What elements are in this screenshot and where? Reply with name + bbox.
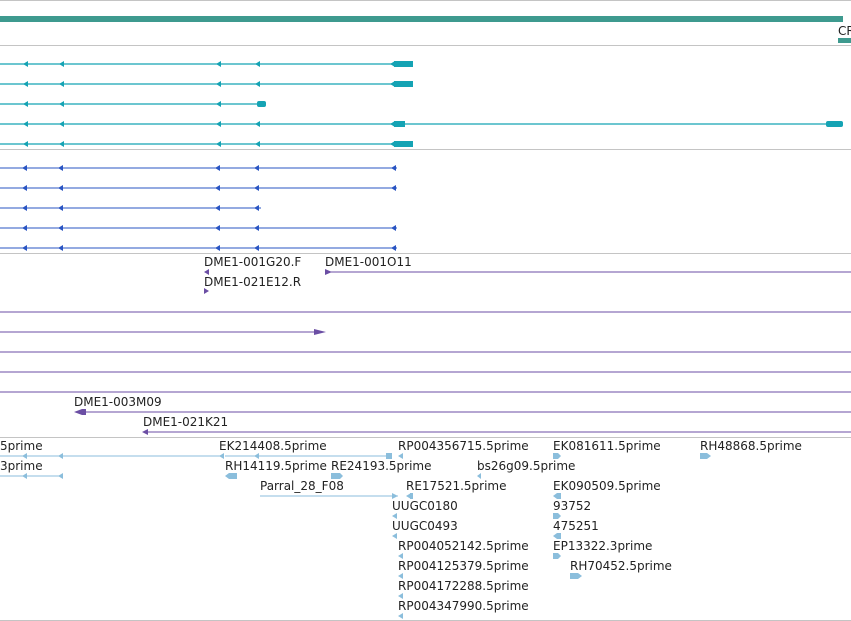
est-marker[interactable] [553,513,561,519]
transcript-feature[interactable] [0,81,413,87]
clone-label: DME1-001G20.F [204,255,301,269]
clone-track: DME1-001G20.F DME1-001O11 DME1-021E12.R … [0,255,851,435]
est-label: EK090509.5prime [553,479,661,493]
est-marker[interactable] [398,593,403,599]
est-marker[interactable] [553,453,561,459]
est-label: RP004052142.5prime [398,539,529,553]
est-feature[interactable] [0,473,63,479]
est-marker[interactable] [477,473,481,479]
clone-marker[interactable] [204,269,209,275]
transcript-feature[interactable] [0,205,261,211]
est-marker[interactable] [553,553,561,559]
est-label: UUGC0493 [392,519,458,533]
clone-feature[interactable] [74,409,851,415]
est-marker[interactable] [392,513,397,519]
clone-feature[interactable] [0,329,326,335]
est-label: RH70452.5prime [570,559,672,573]
est-marker[interactable] [392,533,397,539]
clone-feature[interactable] [325,269,851,275]
clone-label: DME1-021K21 [143,415,228,429]
est-label: RP004125379.5prime [398,559,529,573]
est-marker[interactable] [398,553,403,559]
est-label: RE17521.5prime [406,479,507,493]
est-marker[interactable] [406,493,413,499]
est-marker[interactable] [331,473,343,479]
est-feature[interactable] [225,453,392,459]
est-label: EK214408.5prime [219,439,327,453]
est-marker[interactable] [398,573,403,579]
transcript-feature[interactable] [0,101,266,107]
transcript-track-blue [0,165,397,251]
est-label: 475251 [553,519,599,533]
est-marker[interactable] [553,533,561,539]
est-label: UUGC0180 [392,499,458,513]
clone-label: DME1-003M09 [74,395,162,409]
clone-label: DME1-001O11 [325,255,412,269]
est-marker[interactable] [398,453,403,459]
est-marker[interactable] [570,573,582,579]
est-label: RH14119.5prime [225,459,327,473]
clone-marker[interactable] [204,288,209,294]
est-label: RP004172288.5prime [398,579,529,593]
est-marker[interactable] [553,493,561,499]
est-marker[interactable] [398,613,403,619]
est-label: RH48868.5prime [700,439,802,453]
clone-label: DME1-021E12.R [204,275,301,289]
chromosome-label: CR [838,24,851,38]
chromosome-bar-end[interactable] [838,38,851,43]
est-marker[interactable] [225,473,237,479]
transcript-feature[interactable] [0,225,397,231]
est-marker[interactable] [700,453,711,459]
est-label: RP004356715.5prime [398,439,529,453]
transcript-feature[interactable] [0,141,413,147]
est-label: 5prime [0,439,43,453]
est-track: 5prime EK214408.5prime RP004356715.5prim… [0,439,802,619]
chromosome-bar[interactable] [0,16,843,22]
est-label: EP13322.3prime [553,539,652,553]
est-label: 3prime [0,459,43,473]
est-label: bs26g09.5prime [477,459,575,473]
est-label: Parral_28_F08 [260,479,344,493]
transcript-feature[interactable] [0,185,397,191]
est-feature[interactable] [260,493,398,499]
chromosome-track[interactable]: CR [0,16,851,43]
transcript-feature[interactable] [0,121,843,127]
transcript-feature[interactable] [0,245,397,251]
clone-feature[interactable] [142,429,851,435]
transcript-track-teal [0,61,843,147]
transcript-feature[interactable] [0,165,397,171]
est-label: RP004347990.5prime [398,599,529,613]
est-feature[interactable] [0,453,224,459]
est-label: RE24193.5prime [331,459,432,473]
est-label: EK081611.5prime [553,439,661,453]
transcript-feature[interactable] [0,61,413,67]
est-label: 93752 [553,499,591,513]
